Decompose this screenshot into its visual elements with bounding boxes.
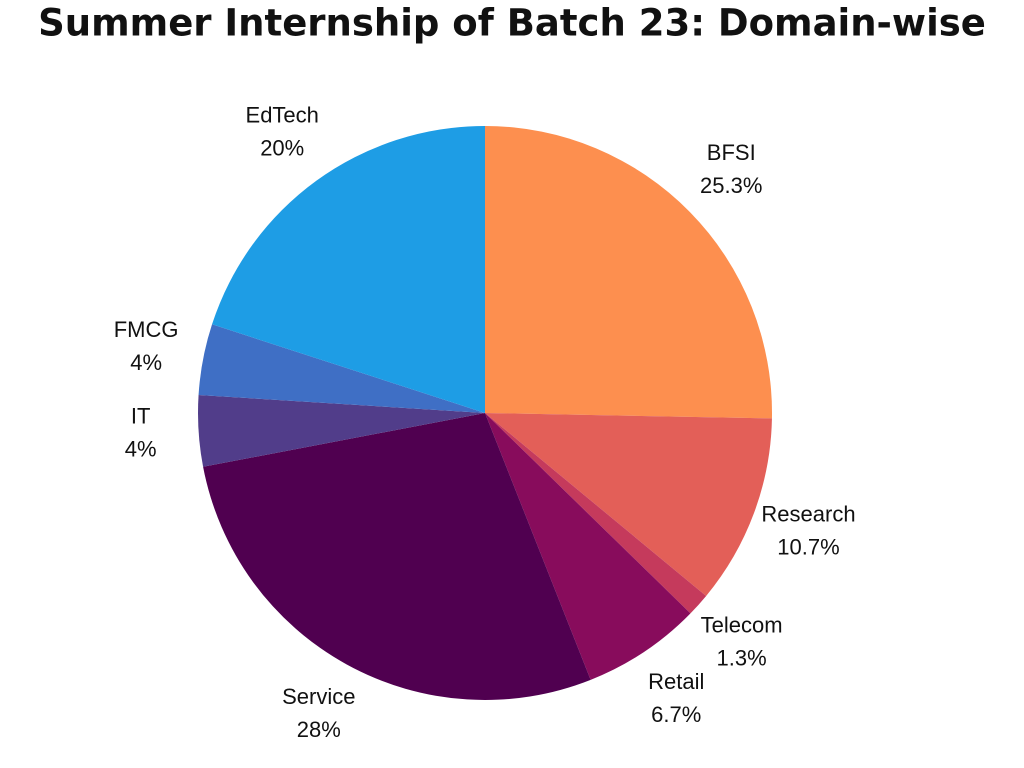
slice-label: Retail xyxy=(648,669,704,694)
slice-label: BFSI xyxy=(707,140,756,165)
slice-label: Telecom xyxy=(701,612,783,637)
pie-slice xyxy=(198,394,486,467)
value-label: 10.7% xyxy=(777,535,839,560)
pie-slice xyxy=(203,413,591,700)
slice-label: EdTech xyxy=(246,103,319,128)
pie-slice xyxy=(485,413,691,680)
pie-slice xyxy=(485,413,772,596)
value-label: 20% xyxy=(260,136,304,161)
value-label: 1.3% xyxy=(717,645,767,670)
value-label: 4% xyxy=(130,350,162,375)
pie-slice xyxy=(212,126,485,413)
pie-slice xyxy=(485,126,772,419)
value-label: 28% xyxy=(297,717,341,742)
pie-slice xyxy=(198,324,485,413)
slice-label: Research xyxy=(761,502,855,527)
slice-label: FMCG xyxy=(114,317,179,342)
pie-slice xyxy=(485,413,707,614)
value-label: 4% xyxy=(125,436,157,461)
slice-label: Service xyxy=(282,684,355,709)
value-label: 6.7% xyxy=(651,702,701,727)
slice-label: IT xyxy=(131,403,151,428)
value-label: 25.3% xyxy=(700,173,762,198)
chart-title: Summer Internship of Batch 23: Domain-wi… xyxy=(38,2,986,45)
